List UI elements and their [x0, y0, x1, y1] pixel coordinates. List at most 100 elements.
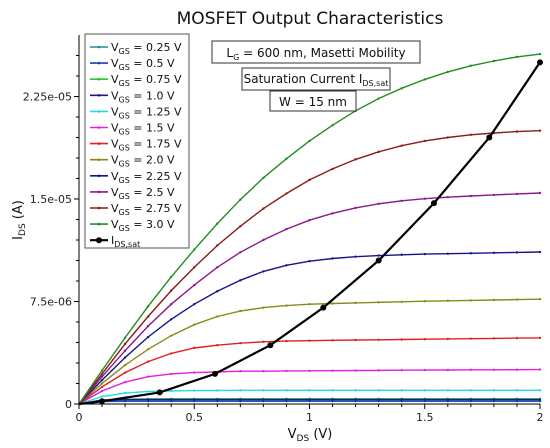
series-point-11-9	[285, 157, 288, 160]
series-point-4-4	[170, 389, 173, 393]
legend-marker-8	[97, 174, 101, 178]
y-tick-label-0: 0	[65, 398, 72, 411]
series-point-6-2	[123, 371, 127, 374]
series-point-5-3	[146, 375, 150, 378]
y-axis-title-unit: (A)	[11, 200, 26, 223]
saturation-point-7	[486, 134, 493, 141]
series-point-7-13	[377, 301, 380, 304]
series-point-6-4	[170, 352, 173, 355]
series-point-10-4	[170, 289, 173, 292]
series-point-6-11	[331, 339, 334, 342]
series-point-8-8	[262, 270, 265, 273]
series-point-3-3	[146, 398, 150, 401]
series-point-5-5	[193, 371, 196, 374]
series-point-5-16	[446, 368, 449, 372]
series-point-3-2	[123, 398, 127, 401]
legend-label-5: VGS = 1.5 V	[111, 122, 175, 137]
series-point-7-19	[515, 298, 519, 301]
legend-label-7: VGS = 2.0 V	[111, 154, 175, 169]
series-point-8-15	[423, 252, 426, 256]
series-point-9-15	[423, 197, 426, 200]
series-point-3-8	[262, 398, 265, 401]
series-point-7-1	[100, 382, 104, 385]
series-point-7-12	[354, 301, 357, 305]
x-tick-label-0: 0	[76, 411, 83, 424]
series-point-7-17	[469, 299, 473, 302]
series-point-8-4	[170, 318, 173, 321]
series-point-11-1	[100, 369, 104, 372]
series-point-9-4	[170, 303, 173, 306]
y-tick-label-1: 7.5e-06	[30, 296, 72, 309]
series-point-3-16	[446, 398, 449, 401]
legend-label-6: VGS = 1.75 V	[111, 138, 182, 153]
series-point-3-9	[285, 398, 288, 401]
series-point-10-12	[354, 158, 357, 161]
series-point-6-15	[423, 338, 426, 341]
series-point-11-19	[515, 55, 519, 59]
series-point-8-19	[515, 251, 519, 254]
series-point-3-14	[400, 398, 403, 401]
series-point-7-14	[400, 300, 403, 303]
series-point-9-19	[515, 192, 519, 196]
series-point-8-13	[377, 254, 380, 257]
series-point-6-18	[492, 337, 496, 340]
series-point-11-18	[492, 59, 496, 63]
series-point-10-15	[423, 139, 426, 143]
series-point-5-9	[285, 369, 288, 373]
x-axis-title-unit: (V)	[309, 427, 332, 442]
series-point-9-11	[331, 212, 334, 215]
series-point-4-14	[400, 389, 403, 392]
legend-marker-1	[97, 61, 101, 65]
y-axis-title-sub: DS	[18, 223, 28, 236]
series-point-4-15	[423, 389, 426, 392]
series-point-9-6	[216, 266, 219, 269]
series-point-10-5	[193, 266, 196, 269]
series-point-10-10	[308, 178, 311, 182]
y-tick-label-3: 2.25e-05	[23, 91, 72, 104]
annotation-width-text: W = 15 nm	[279, 95, 347, 109]
series-point-8-17	[469, 252, 473, 255]
series-point-10-3	[146, 315, 150, 318]
y-axis-title-main: I	[11, 236, 26, 240]
annotation-saturation-text: Saturation Current IDS,sat	[244, 72, 389, 88]
x-tick-label-3: 1.5	[416, 411, 434, 424]
saturation-point-5	[375, 257, 382, 264]
series-point-7-7	[239, 309, 242, 313]
series-point-3-18	[492, 398, 496, 401]
annotation-width-frame	[269, 90, 357, 112]
series-point-5-14	[400, 369, 403, 372]
series-point-11-14	[400, 87, 403, 90]
series-point-9-9	[285, 227, 288, 231]
series-point-3-13	[377, 398, 380, 401]
series-point-6-3	[146, 360, 150, 363]
series-point-5-19	[515, 368, 519, 371]
saturation-curve-group	[78, 59, 543, 406]
series-point-6-14	[400, 338, 403, 341]
series-point-11-2	[123, 336, 127, 339]
series-point-7-9	[285, 304, 288, 307]
series-point-4-12	[354, 389, 357, 392]
annotation-mobility-box: LG = 600 nm, Masetti Mobility	[211, 40, 421, 64]
series-point-10-6	[216, 244, 219, 247]
series-point-8-9	[285, 264, 288, 267]
series-point-6-9	[285, 339, 288, 343]
series-point-9-7	[239, 251, 242, 254]
series-point-8-10	[308, 259, 311, 263]
legend-marker-7	[97, 158, 101, 161]
annotation-mobility-frame	[211, 40, 421, 64]
series-point-9-2	[123, 349, 127, 352]
series-point-3-7	[239, 398, 242, 401]
series-point-11-11	[331, 124, 334, 127]
series-point-11-8	[262, 176, 265, 180]
series-point-10-7	[239, 225, 242, 228]
legend-marker-4	[97, 110, 101, 113]
series-point-6-7	[239, 341, 242, 345]
series-point-9-13	[377, 202, 380, 205]
x-tick-label-4: 2	[537, 411, 544, 424]
series-point-7-18	[492, 298, 496, 302]
series-point-6-16	[446, 337, 449, 341]
legend-label-9: VGS = 2.5 V	[111, 186, 175, 201]
legend-label-12: IDS,sat	[111, 234, 140, 249]
series-point-7-3	[146, 348, 150, 351]
